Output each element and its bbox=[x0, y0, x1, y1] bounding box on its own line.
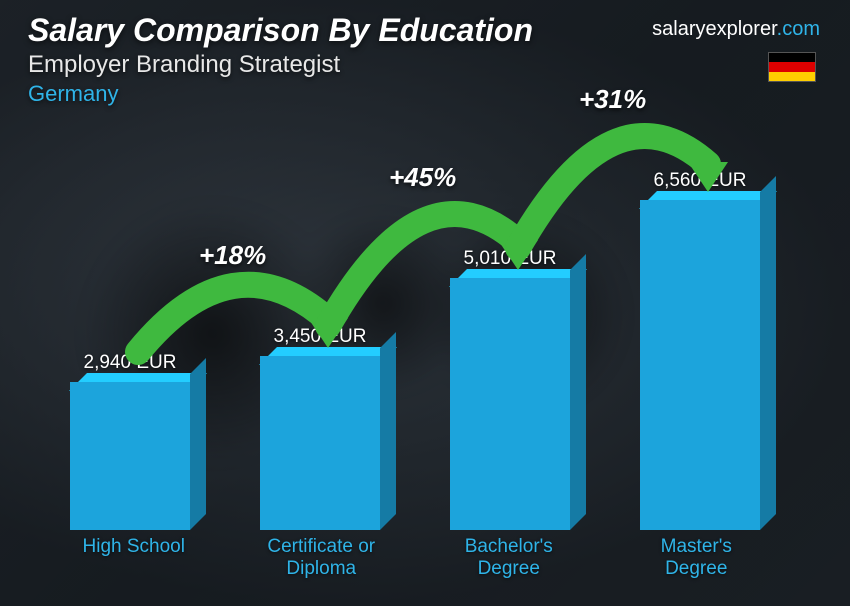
bar-value-label: 3,450 EUR bbox=[274, 326, 367, 348]
chart-subtitle: Employer Branding Strategist bbox=[28, 51, 822, 79]
x-axis-labels: High SchoolCertificate orDiplomaBachelor… bbox=[40, 536, 790, 580]
x-axis-label: High School bbox=[40, 536, 228, 580]
x-axis-label: Master'sDegree bbox=[603, 536, 791, 580]
bar-wrap: 6,560 EUR bbox=[610, 170, 790, 530]
germany-flag-icon bbox=[768, 52, 816, 82]
bar-wrap: 2,940 EUR bbox=[40, 352, 220, 530]
brand-name: salaryexplorer bbox=[652, 18, 777, 40]
flag-stripe bbox=[769, 62, 815, 71]
bar-value-label: 5,010 EUR bbox=[464, 248, 557, 270]
x-axis-label: Certificate orDiploma bbox=[228, 536, 416, 580]
bar-value-label: 6,560 EUR bbox=[654, 170, 747, 192]
bar bbox=[70, 382, 190, 530]
bar bbox=[450, 278, 570, 530]
brand-logo: salaryexplorer.com bbox=[652, 18, 820, 41]
bar bbox=[260, 356, 380, 530]
bar-wrap: 5,010 EUR bbox=[420, 248, 600, 530]
chart-country: Germany bbox=[28, 81, 822, 107]
bar-chart: 2,940 EUR 3,450 EUR 5,010 EUR 6,560 EUR Hig… bbox=[40, 140, 790, 580]
increase-pct-label: +18% bbox=[199, 240, 266, 271]
bar bbox=[640, 200, 760, 530]
bar-wrap: 3,450 EUR bbox=[230, 326, 410, 530]
bars-container: 2,940 EUR 3,450 EUR 5,010 EUR 6,560 EUR bbox=[40, 140, 790, 530]
bar-value-label: 2,940 EUR bbox=[84, 352, 177, 374]
brand-tld: .com bbox=[777, 18, 820, 40]
flag-stripe bbox=[769, 72, 815, 81]
increase-pct-label: +31% bbox=[579, 84, 646, 115]
x-axis-label: Bachelor'sDegree bbox=[415, 536, 603, 580]
increase-pct-label: +45% bbox=[389, 162, 456, 193]
flag-stripe bbox=[769, 53, 815, 62]
